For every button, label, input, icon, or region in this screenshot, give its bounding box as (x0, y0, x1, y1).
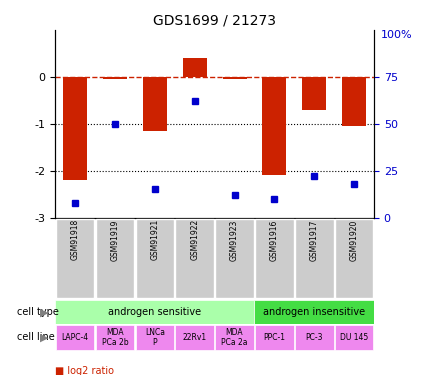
FancyBboxPatch shape (56, 325, 94, 350)
Text: ▶: ▶ (40, 333, 49, 342)
Text: cell type: cell type (17, 307, 59, 317)
Text: DU 145: DU 145 (340, 333, 368, 342)
Bar (223, 77, 246, 79)
FancyBboxPatch shape (136, 219, 174, 298)
FancyBboxPatch shape (255, 325, 294, 350)
Text: GSM91918: GSM91918 (71, 219, 79, 260)
Text: PC-3: PC-3 (306, 333, 323, 342)
Text: GSM91916: GSM91916 (270, 219, 279, 261)
Text: LAPC-4: LAPC-4 (62, 333, 89, 342)
Text: 100%: 100% (381, 30, 413, 40)
FancyBboxPatch shape (55, 300, 255, 324)
Bar (143, 77, 167, 131)
Text: cell line: cell line (17, 333, 55, 342)
FancyBboxPatch shape (56, 219, 94, 298)
Text: PPC-1: PPC-1 (264, 333, 286, 342)
FancyBboxPatch shape (96, 325, 134, 350)
Text: GSM91922: GSM91922 (190, 219, 199, 260)
Text: androgen insensitive: androgen insensitive (263, 307, 366, 317)
Text: GSM91920: GSM91920 (350, 219, 359, 261)
Bar (262, 77, 286, 176)
FancyBboxPatch shape (335, 325, 373, 350)
FancyBboxPatch shape (295, 219, 334, 298)
Text: MDA
PCa 2a: MDA PCa 2a (221, 328, 248, 347)
Bar (103, 77, 127, 79)
FancyBboxPatch shape (255, 300, 374, 324)
FancyBboxPatch shape (176, 325, 214, 350)
Bar (183, 58, 207, 77)
Text: ■ log2 ratio: ■ log2 ratio (55, 366, 114, 375)
FancyBboxPatch shape (335, 219, 373, 298)
Text: GSM91919: GSM91919 (110, 219, 119, 261)
FancyBboxPatch shape (176, 219, 214, 298)
FancyBboxPatch shape (96, 219, 134, 298)
Text: MDA
PCa 2b: MDA PCa 2b (102, 328, 128, 347)
Text: 22Rv1: 22Rv1 (183, 333, 207, 342)
FancyBboxPatch shape (255, 219, 294, 298)
Text: GSM91923: GSM91923 (230, 219, 239, 261)
FancyBboxPatch shape (215, 325, 254, 350)
Text: LNCa
P: LNCa P (145, 328, 165, 347)
FancyBboxPatch shape (215, 219, 254, 298)
Text: androgen sensitive: androgen sensitive (108, 307, 201, 317)
Text: GSM91921: GSM91921 (150, 219, 159, 260)
Bar (302, 77, 326, 110)
FancyBboxPatch shape (136, 325, 174, 350)
Text: ▶: ▶ (40, 307, 49, 317)
Bar (63, 77, 87, 180)
FancyBboxPatch shape (295, 325, 334, 350)
Bar (342, 77, 366, 126)
Title: GDS1699 / 21273: GDS1699 / 21273 (153, 13, 276, 27)
Text: GSM91917: GSM91917 (310, 219, 319, 261)
